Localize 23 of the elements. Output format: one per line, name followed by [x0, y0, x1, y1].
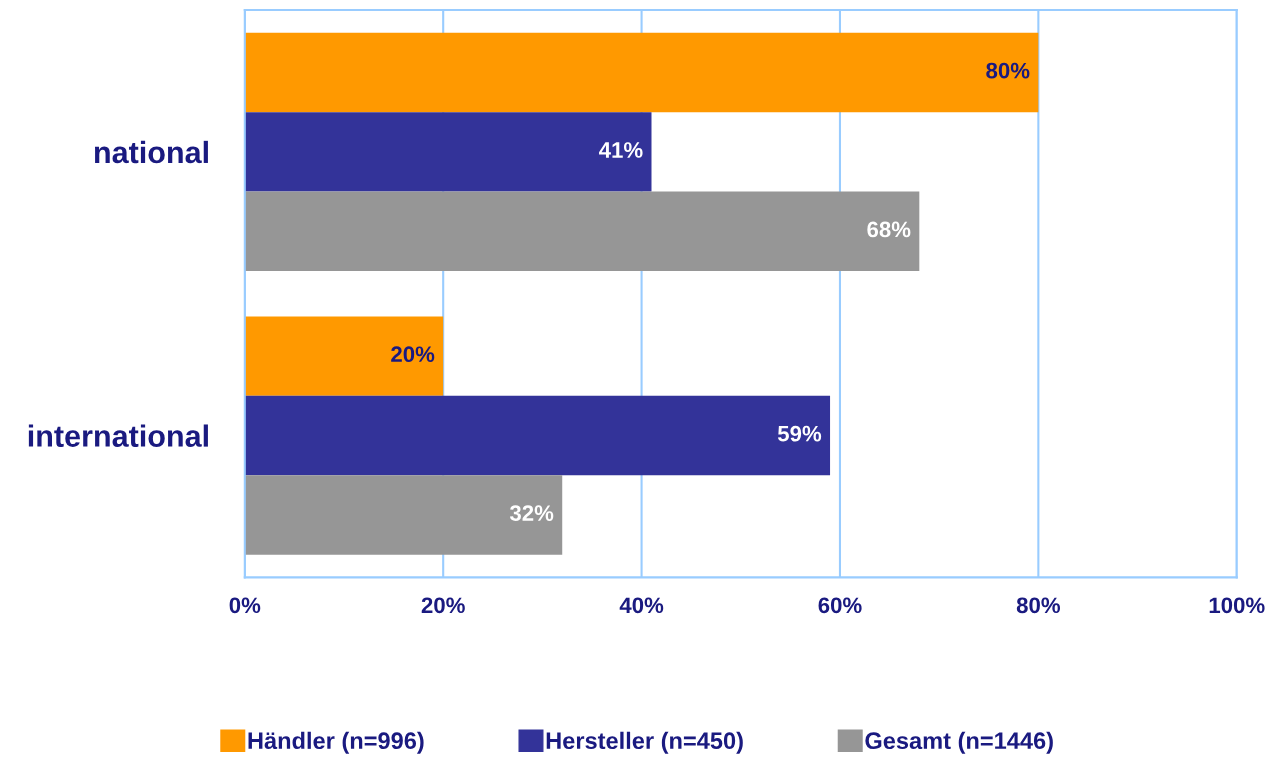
bar: [244, 112, 652, 192]
bar: [244, 395, 831, 476]
y-tick-label: national: [94, 140, 208, 164]
x-tick-label: 20%: [421, 597, 465, 614]
bar: [244, 475, 563, 555]
x-tick-label: 40%: [619, 597, 664, 614]
data-label: 68%: [867, 221, 911, 238]
y-tick-label: international: [28, 424, 208, 447]
bar: [244, 191, 920, 272]
bar: [244, 316, 444, 396]
data-label: 20%: [391, 346, 435, 363]
data-label: 41%: [599, 142, 643, 158]
bar: [244, 32, 1039, 113]
data-label: 59%: [777, 425, 822, 442]
legend-label: Gesamt (n=1446): [865, 731, 1053, 754]
legend-label: Händler (n=996): [248, 731, 424, 754]
x-tick-label: 0%: [229, 597, 261, 614]
x-tick-label: 60%: [818, 597, 862, 614]
data-label: 80%: [986, 62, 1030, 79]
x-tick-label: 100%: [1209, 597, 1265, 614]
data-label: 32%: [509, 505, 554, 521]
legend-label: Hersteller (n=450): [546, 731, 743, 754]
x-tick-label: 80%: [1016, 597, 1061, 614]
